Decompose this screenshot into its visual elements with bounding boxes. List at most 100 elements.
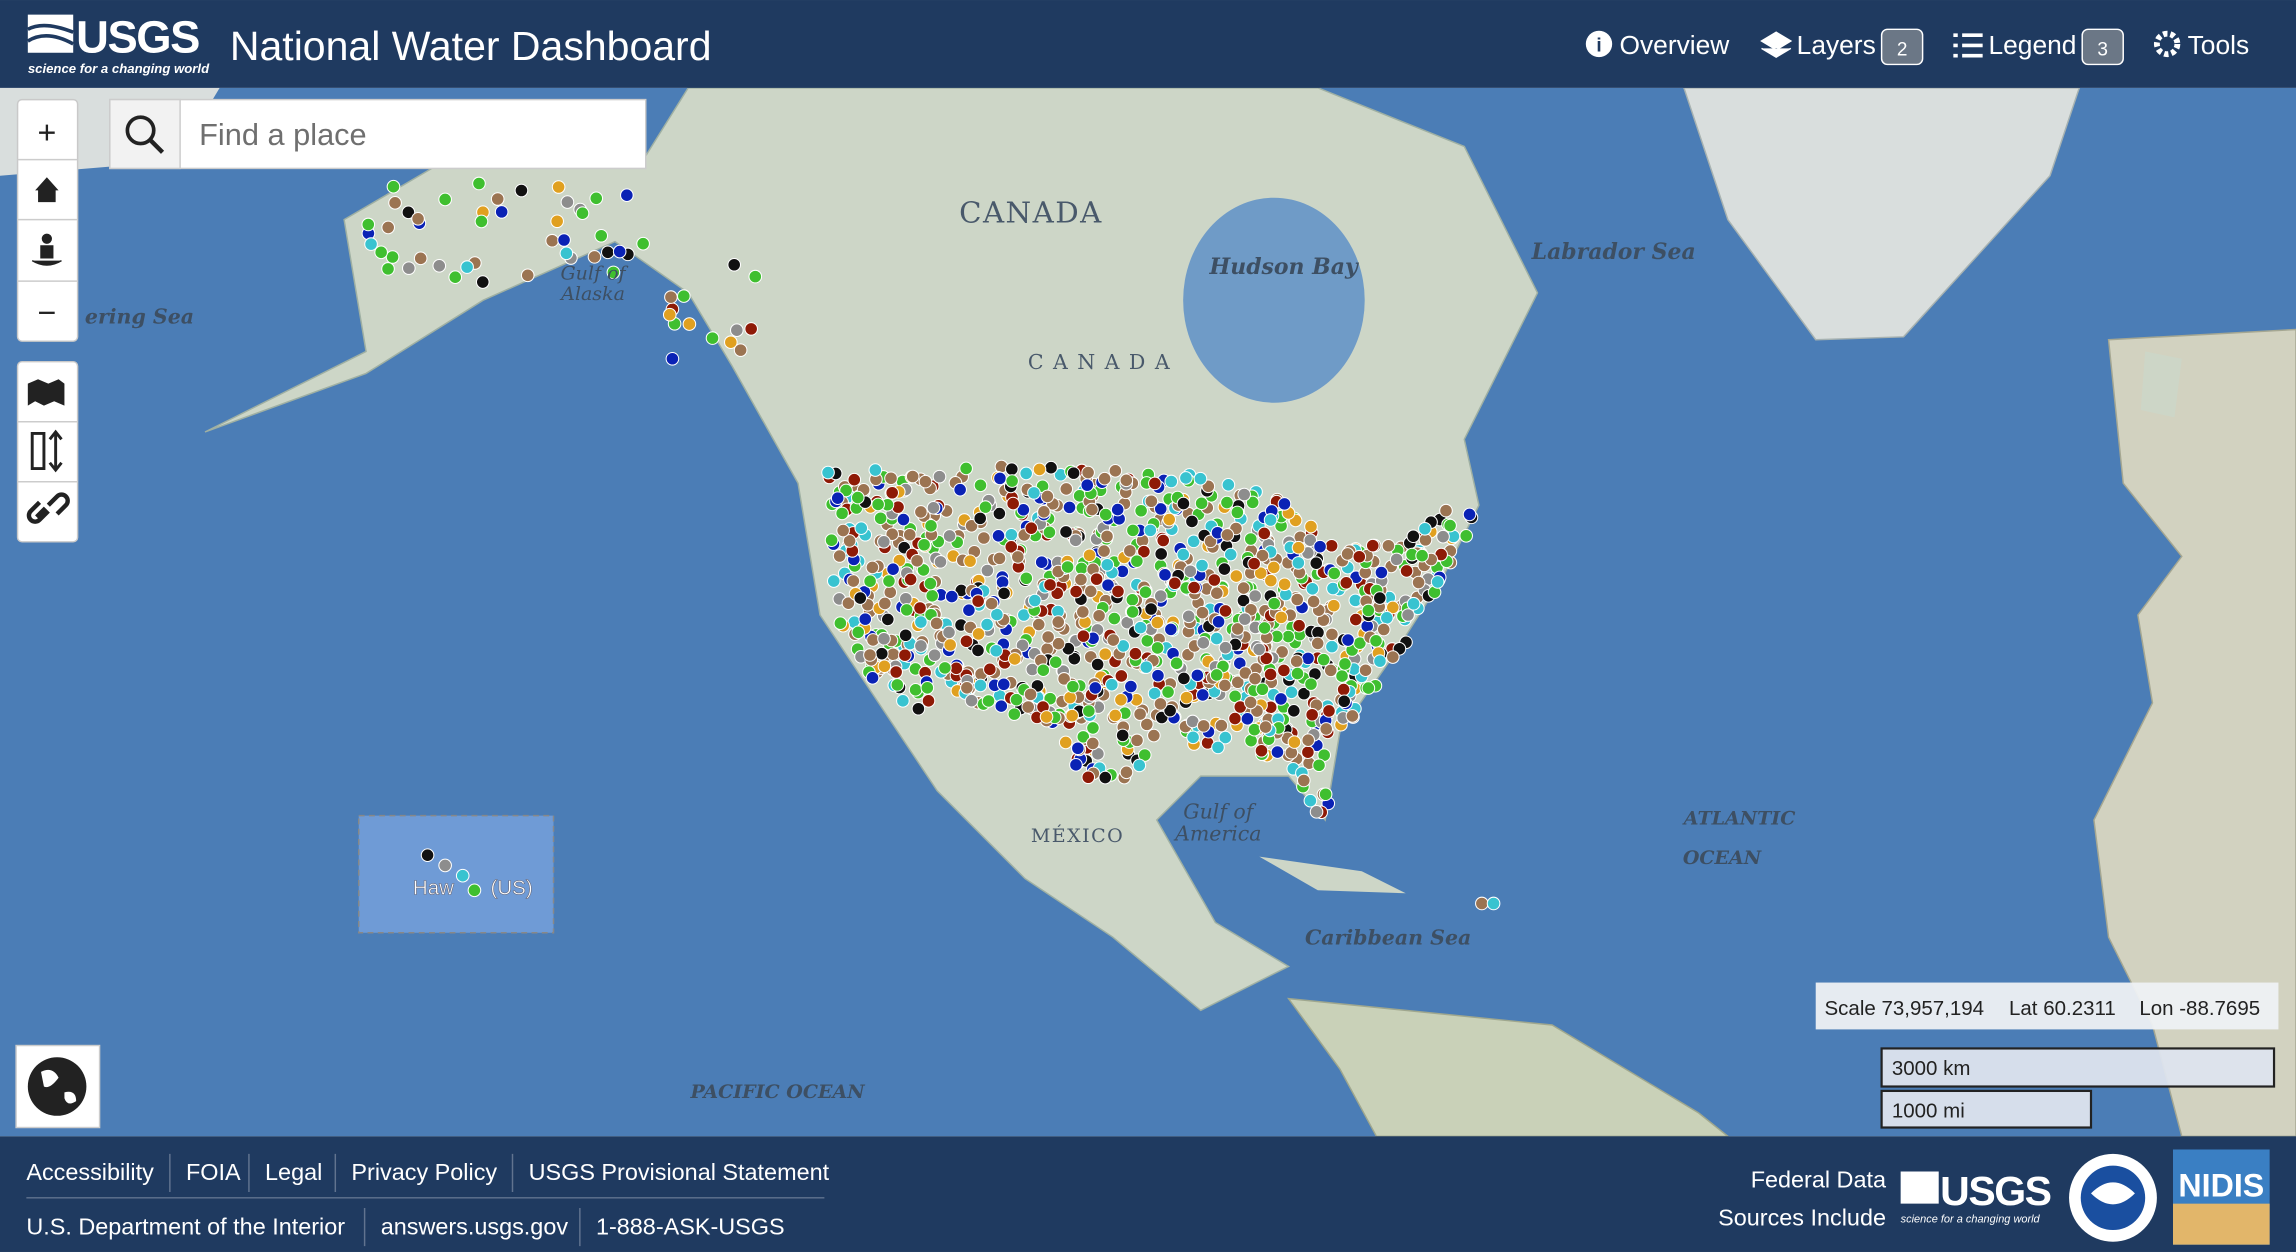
- site-marker[interactable]: [460, 260, 474, 274]
- site-marker[interactable]: [1051, 615, 1066, 629]
- site-marker[interactable]: [1358, 663, 1373, 678]
- footer-link[interactable]: answers.usgs.gov: [381, 1213, 569, 1239]
- site-marker[interactable]: [858, 612, 873, 626]
- footer-link[interactable]: U.S. Department of the Interior: [26, 1213, 345, 1239]
- site-marker[interactable]: [438, 192, 452, 207]
- site-marker[interactable]: [1110, 502, 1125, 517]
- site-marker[interactable]: [964, 693, 979, 708]
- site-marker[interactable]: [896, 694, 910, 708]
- site-marker[interactable]: [677, 289, 691, 303]
- site-marker[interactable]: [381, 220, 395, 235]
- site-marker[interactable]: [1132, 758, 1147, 773]
- site-marker[interactable]: [1161, 685, 1175, 699]
- site-marker[interactable]: [1376, 622, 1391, 637]
- site-marker[interactable]: [1247, 556, 1261, 571]
- site-marker[interactable]: [824, 533, 839, 548]
- site-marker[interactable]: [926, 501, 941, 515]
- site-marker[interactable]: [1130, 733, 1144, 748]
- site-marker[interactable]: [890, 678, 905, 692]
- site-marker[interactable]: [886, 562, 900, 576]
- site-marker[interactable]: [990, 607, 1004, 622]
- site-marker[interactable]: [1406, 529, 1421, 544]
- site-marker[interactable]: [1418, 521, 1432, 536]
- site-marker[interactable]: [1267, 596, 1282, 611]
- site-marker[interactable]: [662, 307, 677, 322]
- site-marker[interactable]: [475, 275, 490, 289]
- site-marker[interactable]: [1090, 657, 1105, 672]
- site-marker[interactable]: [1037, 504, 1051, 519]
- link-button[interactable]: [26, 492, 70, 524]
- site-marker[interactable]: [1167, 576, 1182, 591]
- site-marker[interactable]: [1088, 681, 1103, 695]
- nav-layers[interactable]: Layers 2: [1760, 28, 1924, 66]
- site-marker[interactable]: [846, 574, 861, 588]
- site-marker[interactable]: [1253, 566, 1268, 580]
- site-marker[interactable]: [880, 612, 895, 627]
- site-marker[interactable]: [1183, 564, 1198, 579]
- site-marker[interactable]: [1248, 671, 1262, 686]
- site-marker[interactable]: [1098, 507, 1113, 522]
- site-marker[interactable]: [1247, 722, 1262, 737]
- site-marker[interactable]: [1098, 770, 1113, 785]
- site-marker[interactable]: [1274, 610, 1289, 625]
- zoom-out[interactable]: −: [37, 295, 56, 331]
- site-marker[interactable]: [911, 701, 926, 716]
- site-marker[interactable]: [908, 683, 923, 697]
- site-marker[interactable]: [923, 576, 938, 591]
- site-marker[interactable]: [960, 680, 974, 695]
- site-marker[interactable]: [1036, 663, 1051, 678]
- site-marker[interactable]: [1270, 745, 1285, 759]
- site-marker[interactable]: [1153, 697, 1168, 711]
- site-marker[interactable]: [560, 195, 575, 209]
- site-marker[interactable]: [1106, 633, 1121, 647]
- site-marker[interactable]: [1069, 584, 1083, 599]
- site-marker[interactable]: [1114, 669, 1129, 683]
- site-marker[interactable]: [1369, 633, 1383, 648]
- site-marker[interactable]: [1179, 471, 1193, 485]
- site-marker[interactable]: [1399, 564, 1414, 578]
- site-marker[interactable]: [1083, 584, 1098, 599]
- site-marker[interactable]: [1126, 523, 1140, 538]
- site-marker[interactable]: [959, 634, 974, 649]
- site-marker[interactable]: [1255, 548, 1270, 563]
- site-marker[interactable]: [826, 574, 841, 588]
- site-marker[interactable]: [1289, 654, 1304, 669]
- site-marker[interactable]: [1218, 730, 1233, 745]
- site-marker[interactable]: [1303, 793, 1318, 808]
- site-marker[interactable]: [921, 694, 936, 708]
- site-marker[interactable]: [1032, 462, 1047, 477]
- site-marker[interactable]: [1059, 482, 1074, 496]
- site-marker[interactable]: [1081, 465, 1095, 480]
- site-marker[interactable]: [1475, 896, 1489, 911]
- site-marker[interactable]: [938, 661, 952, 675]
- site-marker[interactable]: [1019, 466, 1033, 481]
- site-marker[interactable]: [1230, 505, 1245, 520]
- site-marker[interactable]: [514, 183, 529, 198]
- site-marker[interactable]: [1277, 663, 1291, 678]
- site-marker[interactable]: [1097, 544, 1111, 558]
- site-marker[interactable]: [1059, 525, 1073, 539]
- site-marker[interactable]: [1021, 700, 1036, 714]
- site-marker[interactable]: [1134, 503, 1148, 518]
- site-marker[interactable]: [1137, 544, 1151, 559]
- site-marker[interactable]: [993, 471, 1007, 486]
- site-marker[interactable]: [1229, 569, 1244, 583]
- site-marker[interactable]: [1318, 787, 1333, 802]
- site-marker[interactable]: [1004, 539, 1019, 554]
- site-marker[interactable]: [910, 554, 924, 568]
- site-marker[interactable]: [1158, 567, 1172, 582]
- site-marker[interactable]: [1237, 612, 1252, 626]
- site-marker[interactable]: [1337, 694, 1352, 709]
- site-marker[interactable]: [1044, 460, 1058, 475]
- site-marker[interactable]: [1150, 615, 1165, 630]
- site-marker[interactable]: [1015, 638, 1030, 653]
- site-marker[interactable]: [1004, 527, 1019, 542]
- site-marker[interactable]: [994, 699, 1009, 713]
- site-marker[interactable]: [1057, 672, 1071, 686]
- site-marker[interactable]: [1153, 502, 1168, 516]
- site-marker[interactable]: [1263, 513, 1278, 527]
- zoom-in[interactable]: +: [37, 115, 56, 151]
- site-marker[interactable]: [914, 505, 928, 519]
- site-marker[interactable]: [1190, 668, 1205, 683]
- site-marker[interactable]: [1024, 521, 1039, 535]
